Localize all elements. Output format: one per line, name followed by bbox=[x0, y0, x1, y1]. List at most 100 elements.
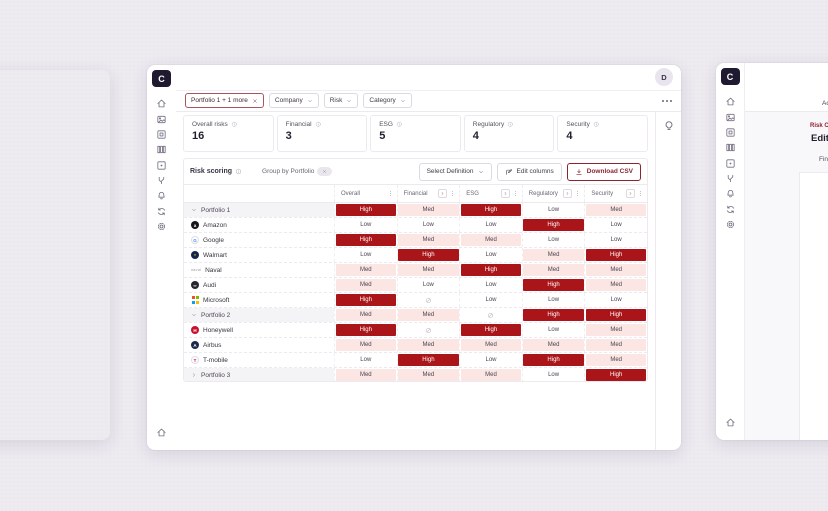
expand-column-button[interactable] bbox=[563, 189, 573, 198]
sidebar-item-settings[interactable] bbox=[156, 221, 167, 232]
risk-cell[interactable]: Med bbox=[584, 278, 647, 292]
risk-cell[interactable]: High bbox=[521, 218, 585, 232]
risk-cell[interactable] bbox=[459, 308, 522, 322]
risk-cell[interactable]: Med bbox=[584, 323, 647, 337]
row-label[interactable]: A Airbus bbox=[184, 338, 334, 352]
risk-cell[interactable]: High bbox=[334, 233, 397, 247]
column-header-overall[interactable]: Overall bbox=[334, 185, 397, 202]
row-label[interactable]: naval Naval bbox=[184, 263, 334, 277]
risk-cell[interactable]: Low bbox=[521, 323, 585, 337]
risk-cell[interactable]: Low bbox=[459, 278, 522, 292]
column-header-security[interactable]: Security bbox=[584, 185, 647, 202]
row-label[interactable]: Portfolio 1 bbox=[184, 203, 334, 217]
table-row[interactable]: naval Naval Med Med High Med Med bbox=[184, 263, 647, 278]
risk-cell[interactable]: High bbox=[334, 203, 397, 217]
risk-cell[interactable]: Med bbox=[334, 338, 397, 352]
column-menu-icon[interactable] bbox=[574, 189, 581, 198]
risk-cell[interactable]: Low bbox=[459, 218, 522, 232]
risk-cell[interactable] bbox=[396, 323, 460, 337]
table-row[interactable]: ∞ Audi Med Low Low High Med bbox=[184, 278, 647, 293]
risk-cell[interactable]: Low bbox=[584, 218, 647, 232]
risk-cell[interactable]: Low bbox=[334, 218, 397, 232]
risk-cell[interactable]: High bbox=[521, 353, 585, 367]
risk-cell[interactable]: Low bbox=[334, 248, 397, 262]
sidebar-item-screener[interactable] bbox=[156, 129, 167, 140]
risk-cell[interactable]: Low bbox=[459, 293, 522, 307]
portfolio-filter-chip[interactable]: Portfolio 1 + 1 more bbox=[185, 93, 264, 108]
sidebar-item-screener[interactable] bbox=[725, 127, 736, 138]
sidebar-item-reports[interactable] bbox=[156, 114, 167, 125]
group-by-portfolio-chip[interactable]: Group by Portfolio bbox=[262, 167, 333, 176]
risk-cell[interactable]: Low bbox=[334, 353, 397, 367]
risk-cell[interactable]: Low bbox=[521, 293, 585, 307]
risk-cell[interactable]: Med bbox=[584, 263, 647, 277]
risk-cell[interactable]: Med bbox=[584, 353, 647, 367]
chevron-down-icon[interactable] bbox=[191, 312, 197, 318]
risk-cell[interactable]: Low bbox=[396, 218, 460, 232]
column-header-regulatory[interactable]: Regulatory bbox=[521, 185, 585, 202]
sidebar-item-media[interactable] bbox=[725, 158, 736, 169]
risk-cell[interactable]: Med bbox=[459, 338, 522, 352]
app-logo[interactable]: C bbox=[720, 68, 740, 85]
remove-grouping-button[interactable] bbox=[317, 167, 333, 176]
risk-cell[interactable]: High bbox=[584, 308, 647, 322]
expand-column-button[interactable] bbox=[438, 189, 448, 198]
sidebar-item-home[interactable] bbox=[156, 98, 167, 109]
table-row[interactable]: * Walmart Low High Low Med High bbox=[184, 248, 647, 263]
row-label[interactable]: Microsoft bbox=[184, 293, 334, 307]
user-avatar[interactable]: D bbox=[655, 68, 673, 86]
risk-cell[interactable]: Med bbox=[334, 263, 397, 277]
column-menu-icon[interactable] bbox=[637, 189, 644, 198]
risk-cell[interactable]: Low bbox=[459, 353, 522, 367]
sidebar-item-columns[interactable] bbox=[156, 144, 167, 155]
sidebar-item-reports[interactable] bbox=[725, 112, 736, 123]
row-label[interactable]: Portfolio 3 bbox=[184, 368, 334, 381]
more-options-icon[interactable] bbox=[660, 94, 674, 108]
sidebar-item-home[interactable] bbox=[725, 96, 736, 107]
risk-cell[interactable]: Med bbox=[584, 338, 647, 352]
sidebar-item-sync[interactable] bbox=[156, 206, 167, 217]
risk-cell[interactable]: Low bbox=[521, 368, 585, 381]
column-header-financial[interactable]: Financial bbox=[396, 185, 460, 202]
risk-cell[interactable]: High bbox=[334, 293, 397, 307]
risk-cell[interactable]: Low bbox=[396, 278, 460, 292]
tab-financial[interactable]: Financial bbox=[819, 156, 828, 163]
column-menu-icon[interactable] bbox=[449, 189, 456, 198]
expand-column-button[interactable] bbox=[500, 189, 510, 198]
risk-cell[interactable]: High bbox=[459, 323, 522, 337]
risk-cell[interactable]: Med bbox=[459, 368, 522, 381]
table-row[interactable]: Portfolio 1 High Med High Low Med bbox=[184, 203, 647, 218]
table-row[interactable]: A Airbus Med Med Med Med Med bbox=[184, 338, 647, 353]
risk-cell[interactable]: Med bbox=[396, 368, 460, 381]
table-row[interactable]: H Honeywell High High Low Med bbox=[184, 323, 647, 338]
risk-filter-dropdown[interactable]: Risk bbox=[323, 93, 359, 108]
close-icon[interactable] bbox=[252, 98, 258, 104]
download-csv-button[interactable]: Download CSV bbox=[566, 162, 641, 181]
select-definition-dropdown[interactable]: Select Definition bbox=[418, 162, 492, 181]
app-logo[interactable]: C bbox=[152, 70, 171, 87]
sidebar-item-sync[interactable] bbox=[725, 204, 736, 215]
table-row[interactable]: G Google High Med Med Low Low bbox=[184, 233, 647, 248]
row-label[interactable]: T T-mobile bbox=[184, 353, 334, 367]
risk-cell[interactable]: Med bbox=[396, 203, 460, 217]
risk-cell[interactable]: Med bbox=[396, 308, 460, 322]
chevron-right-icon[interactable] bbox=[191, 372, 197, 378]
column-menu-icon[interactable] bbox=[512, 189, 519, 198]
row-label[interactable]: * Walmart bbox=[184, 248, 334, 262]
risk-cell[interactable]: Low bbox=[459, 248, 522, 262]
risk-cell[interactable]: Low bbox=[521, 233, 585, 247]
sidebar-item-workflow[interactable] bbox=[156, 175, 167, 186]
row-label[interactable]: G Google bbox=[184, 233, 334, 247]
risk-cell[interactable]: High bbox=[584, 368, 647, 381]
lightbulb-icon[interactable] bbox=[663, 120, 675, 132]
edit-columns-button[interactable]: Edit columns bbox=[496, 162, 562, 181]
table-row[interactable]: Portfolio 3 Med Med Med Low High bbox=[184, 368, 647, 381]
table-row[interactable]: T T-mobile Low High Low High Med bbox=[184, 353, 647, 368]
home-bottom-icon[interactable] bbox=[725, 417, 736, 428]
table-row[interactable]: Microsoft High Low Low Low bbox=[184, 293, 647, 308]
risk-cell[interactable]: Med bbox=[521, 263, 585, 277]
risk-cell[interactable]: High bbox=[396, 353, 460, 367]
row-label[interactable]: Portfolio 2 bbox=[184, 308, 334, 322]
sidebar-item-notifications[interactable] bbox=[725, 188, 736, 199]
sidebar-item-columns[interactable] bbox=[725, 142, 736, 153]
